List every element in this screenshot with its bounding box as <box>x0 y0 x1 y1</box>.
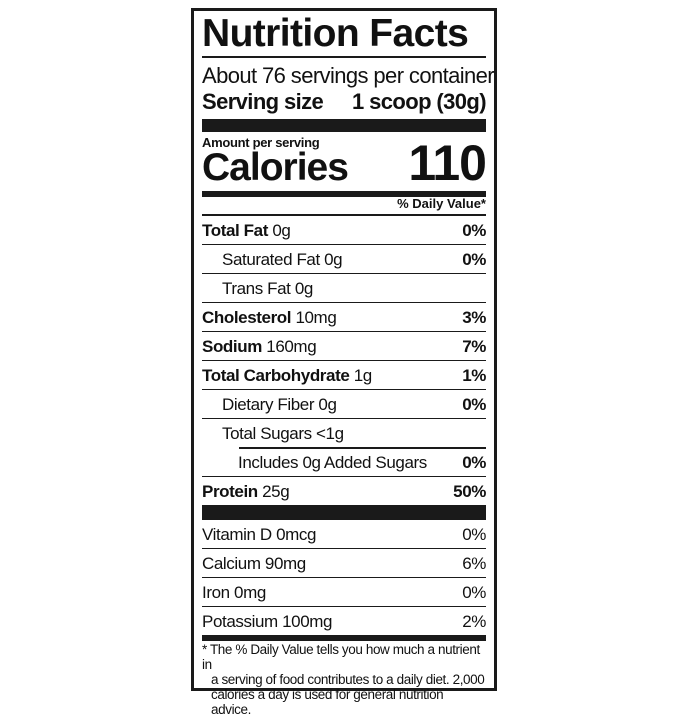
nutrient-row-total-fat: Total Fat 0g 0% <box>202 216 486 245</box>
nutrition-facts-label: Nutrition Facts About 76 servings per co… <box>191 8 497 717</box>
nutrient-name: Dietary Fiber 0g <box>222 395 337 414</box>
vitamin-name: Iron 0mg <box>202 583 266 602</box>
nutrient-name: Sodium <box>202 337 262 356</box>
calories-value: 110 <box>408 135 487 191</box>
amount-per-serving: Amount per serving <box>202 135 320 150</box>
nutrient-amount: 0g <box>272 221 291 240</box>
nutrient-amount: 10mg <box>295 308 337 327</box>
nutrient-row-cholesterol: Cholesterol 10mg 3% <box>202 303 486 332</box>
vitamin-dv: 0% <box>462 583 486 602</box>
nutrient-dv: 0% <box>462 453 486 472</box>
vitamin-dv: 0% <box>462 525 486 544</box>
nutrient-row-sodium: Sodium 160mg 7% <box>202 332 486 361</box>
footnote: * The % Daily Value tells you how much a… <box>202 642 486 717</box>
nutrient-row-total-sugars: Total Sugars <1g <box>202 419 486 448</box>
nutrient-dv: 1% <box>462 366 486 385</box>
nutrient-name: Saturated Fat 0g <box>222 250 343 269</box>
nutrient-dv: 50% <box>453 482 486 501</box>
label-title: Nutrition Facts <box>202 12 469 55</box>
vitamin-dv: 6% <box>462 554 486 573</box>
indented-divider <box>239 447 486 449</box>
nutrient-dv: 3% <box>462 308 486 327</box>
vitamin-row-iron: Iron 0mg 0% <box>202 578 486 607</box>
footnote-line: calories a day is used for general nutri… <box>211 687 444 717</box>
nutrient-amount: 160mg <box>266 337 317 356</box>
vitamin-row-calcium: Calcium 90mg 6% <box>202 549 486 578</box>
nutrient-amount: 25g <box>262 482 290 501</box>
nutrient-dv: 0% <box>462 221 486 240</box>
nutrient-name: Includes 0g Added Sugars <box>238 453 427 472</box>
calories-label: Calories <box>202 146 349 189</box>
nutrient-dv: 7% <box>462 337 486 356</box>
nutrient-name: Total Sugars <1g <box>222 424 344 443</box>
nutrient-row-dietary-fiber: Dietary Fiber 0g 0% <box>202 390 486 419</box>
nutrient-dv: 0% <box>462 250 486 269</box>
serving-size: Serving size 1 scoop (30g) <box>202 89 487 115</box>
nutrient-row-protein: Protein 25g 50% <box>202 477 486 506</box>
footnote-line: * The % Daily Value tells you how much a… <box>202 642 480 672</box>
nutrient-row-saturated-fat: Saturated Fat 0g 0% <box>202 245 486 274</box>
nutrient-row-trans-fat: Trans Fat 0g <box>202 274 486 303</box>
footnote-line: a serving of food contributes to a daily… <box>211 672 485 687</box>
nutrient-name: Cholesterol <box>202 308 292 327</box>
medium-divider <box>202 635 486 641</box>
vitamin-row-potassium: Potassium 100mg 2% <box>202 607 486 636</box>
nutrient-dv: 0% <box>462 395 486 414</box>
servings-per-container: About 76 servings per container <box>202 63 495 88</box>
nutrient-name: Total Carbohydrate <box>202 366 350 385</box>
vitamin-name: Potassium 100mg <box>202 612 333 631</box>
nutrient-row-added-sugars: Includes 0g Added Sugars 0% <box>202 448 486 477</box>
vitamin-name: Calcium 90mg <box>202 554 306 573</box>
daily-value-header: % Daily Value* <box>397 196 486 211</box>
nutrient-name: Total Fat <box>202 221 268 240</box>
serving-size-value: 1 scoop (30g) <box>351 89 487 114</box>
medium-divider <box>202 191 486 197</box>
serving-size-label: Serving size <box>202 89 324 114</box>
thick-divider <box>202 505 486 520</box>
thick-divider <box>202 119 486 132</box>
nutrient-name: Protein <box>202 482 258 501</box>
nutrient-amount: 1g <box>353 366 373 385</box>
nutrient-row-total-carbohydrate: Total Carbohydrate 1g 1% <box>202 361 486 390</box>
divider <box>202 214 486 216</box>
vitamin-name: Vitamin D 0mcg <box>202 525 317 544</box>
divider <box>202 56 486 58</box>
nutrient-name: Trans Fat 0g <box>222 279 313 298</box>
vitamin-row-vitamin-d: Vitamin D 0mcg 0% <box>202 520 486 549</box>
vitamin-dv: 2% <box>462 612 486 631</box>
